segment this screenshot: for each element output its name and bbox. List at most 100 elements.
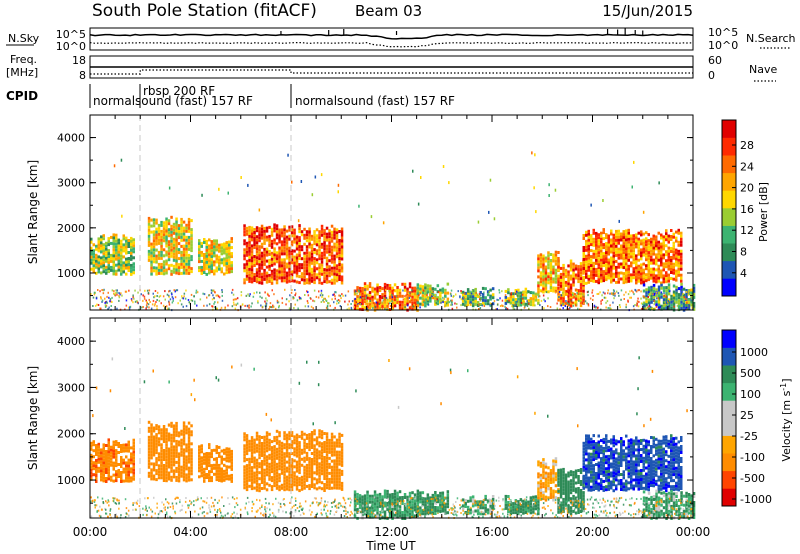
data-cell bbox=[155, 236, 158, 240]
scatter-cell bbox=[284, 288, 286, 291]
data-cell bbox=[356, 286, 359, 290]
data-cell bbox=[597, 269, 600, 273]
data-cell bbox=[554, 262, 558, 266]
data-cell bbox=[187, 241, 191, 245]
data-cell bbox=[597, 266, 600, 270]
data-cell bbox=[278, 234, 281, 238]
scatter-cell bbox=[337, 190, 339, 194]
scatter-cell bbox=[369, 300, 371, 302]
scatter-cell bbox=[460, 298, 463, 301]
scatter-cell bbox=[450, 303, 452, 306]
data-cell bbox=[655, 256, 658, 260]
data-cell bbox=[117, 250, 120, 254]
data-cell bbox=[258, 438, 261, 442]
data-cell bbox=[167, 462, 171, 466]
data-cell bbox=[632, 267, 635, 271]
data-cell bbox=[537, 257, 540, 261]
data-cell bbox=[248, 240, 251, 244]
data-cell bbox=[290, 228, 294, 232]
data-cell bbox=[313, 459, 316, 463]
scatter-cell bbox=[435, 302, 437, 305]
scatter-cell bbox=[183, 295, 185, 298]
data-cell bbox=[230, 473, 233, 477]
data-cell bbox=[333, 453, 336, 457]
scatter-cell bbox=[582, 293, 584, 296]
data-cell bbox=[323, 489, 326, 492]
data-cell bbox=[600, 237, 603, 241]
data-cell bbox=[652, 289, 656, 293]
data-cell bbox=[391, 508, 394, 511]
data-cell bbox=[406, 299, 409, 303]
data-cell bbox=[559, 284, 563, 288]
data-cell bbox=[170, 248, 173, 252]
scatter-cell bbox=[623, 293, 625, 296]
data-cell bbox=[305, 436, 309, 440]
data-cell bbox=[419, 284, 422, 288]
data-cell bbox=[97, 451, 100, 455]
scatter-cell bbox=[323, 301, 325, 303]
data-cell bbox=[378, 492, 382, 496]
data-cell bbox=[182, 478, 186, 482]
data-cell bbox=[672, 253, 675, 257]
data-cell bbox=[333, 263, 336, 267]
data-cell bbox=[185, 235, 188, 239]
data-cell bbox=[190, 448, 193, 452]
data-cell bbox=[290, 452, 294, 456]
data-cell bbox=[391, 511, 394, 514]
data-cell bbox=[579, 262, 583, 266]
data-cell bbox=[200, 471, 203, 475]
scatter-cell bbox=[187, 299, 190, 301]
data-cell bbox=[290, 231, 294, 235]
data-cell bbox=[672, 277, 675, 281]
data-cell bbox=[622, 245, 625, 249]
data-cell bbox=[198, 463, 201, 467]
data-cell bbox=[265, 226, 269, 230]
data-cell bbox=[273, 448, 276, 452]
data-cell bbox=[592, 228, 595, 232]
data-cell bbox=[298, 224, 301, 228]
data-cell bbox=[122, 446, 125, 450]
data-cell bbox=[655, 253, 658, 257]
data-cell bbox=[569, 265, 573, 269]
data-cell bbox=[303, 266, 306, 270]
data-cell bbox=[325, 274, 329, 278]
scatter-cell bbox=[293, 307, 295, 309]
data-cell bbox=[625, 259, 628, 263]
data-cell bbox=[210, 270, 213, 274]
data-cell bbox=[391, 286, 394, 290]
data-cell bbox=[160, 250, 163, 254]
data-cell bbox=[373, 296, 377, 300]
data-cell bbox=[486, 290, 490, 294]
data-cell bbox=[323, 432, 326, 435]
data-cell bbox=[170, 224, 173, 228]
data-cell bbox=[554, 289, 558, 293]
scatter-cell bbox=[389, 305, 392, 307]
data-cell bbox=[162, 239, 166, 243]
data-cell bbox=[657, 246, 660, 250]
data-cell bbox=[635, 236, 638, 240]
data-cell bbox=[200, 474, 203, 478]
scatter-cell bbox=[683, 305, 685, 307]
data-cell bbox=[333, 230, 336, 234]
data-cell bbox=[328, 447, 331, 451]
scatter-cell bbox=[264, 304, 267, 307]
data-cell bbox=[245, 244, 249, 248]
data-cell bbox=[198, 239, 201, 243]
data-cell bbox=[323, 229, 326, 233]
data-cell bbox=[280, 459, 284, 463]
data-cell bbox=[652, 283, 656, 287]
data-cell bbox=[258, 281, 261, 285]
data-cell bbox=[273, 223, 276, 227]
data-cell bbox=[92, 461, 95, 465]
data-cell bbox=[278, 276, 281, 280]
data-cell bbox=[567, 276, 570, 280]
scatter-cell bbox=[333, 293, 335, 296]
data-cell bbox=[182, 229, 186, 233]
data-cell bbox=[537, 266, 540, 270]
data-cell bbox=[600, 231, 603, 235]
data-cell bbox=[270, 227, 274, 231]
data-cell bbox=[660, 283, 663, 287]
data-cell bbox=[253, 474, 256, 478]
data-cell bbox=[157, 238, 161, 242]
data-cell bbox=[92, 440, 95, 444]
